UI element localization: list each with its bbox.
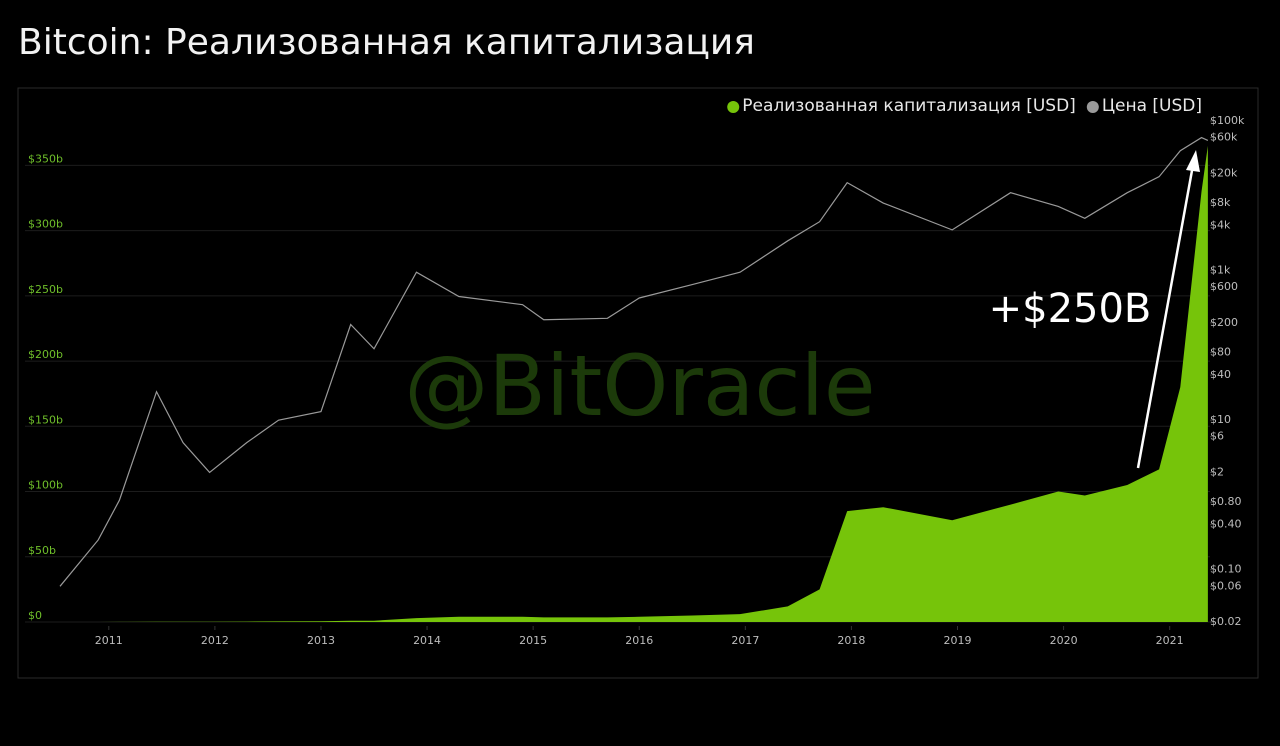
y2-tick-label: $100k bbox=[1210, 114, 1245, 127]
y-tick-label: $150b bbox=[28, 413, 63, 426]
annotation-arrowhead bbox=[1186, 150, 1200, 172]
y2-tick-label: $60k bbox=[1210, 131, 1238, 144]
annotation-arrow bbox=[1136, 164, 1195, 469]
y-tick-label: $200b bbox=[28, 348, 63, 361]
axes: $0 $50b $100b $150b $200b $250b $300b $350b $100… bbox=[28, 114, 1245, 647]
x-tick-label: 2016 bbox=[625, 634, 653, 647]
marks bbox=[59, 136, 1209, 622]
y2-tick-label: $20k bbox=[1210, 166, 1238, 179]
x-tick-label: 2019 bbox=[944, 634, 972, 647]
y-tick-label: $0 bbox=[28, 609, 42, 622]
y2-tick-label: $2 bbox=[1210, 465, 1224, 478]
legend-marker bbox=[1086, 101, 1099, 113]
y2-tick-label: $0.06 bbox=[1210, 579, 1242, 592]
line bbox=[59, 136, 1209, 587]
y-tick-label: $300b bbox=[28, 218, 63, 231]
x-tick-label: 2011 bbox=[95, 634, 123, 647]
y2-tick-label: $80 bbox=[1210, 346, 1231, 359]
y2-tick-label: $0.80 bbox=[1210, 495, 1242, 508]
chart-title: Bitcoin: Реализованная капитализация bbox=[18, 22, 755, 63]
legend-label: Цена [USD] bbox=[1102, 96, 1202, 116]
y2-tick-label: $200 bbox=[1210, 316, 1238, 329]
chart-frame bbox=[17, 87, 1259, 679]
x-tick-label: 2014 bbox=[413, 634, 441, 647]
x-tick-label: 2020 bbox=[1050, 634, 1078, 647]
legend-label: Реализованная капитализация [USD] bbox=[742, 96, 1076, 116]
annotation: +$250B bbox=[989, 286, 1152, 332]
x-tick-label: 2013 bbox=[307, 634, 335, 647]
area bbox=[60, 145, 1208, 622]
watermark: @BitOracle bbox=[404, 337, 875, 435]
x-tick-label: 2021 bbox=[1156, 634, 1184, 647]
y2-tick-label: $8k bbox=[1210, 196, 1231, 209]
y2-tick-label: $600 bbox=[1210, 280, 1238, 293]
y2-tick-label: $0.40 bbox=[1210, 518, 1242, 531]
y2-tick-label: $0.10 bbox=[1210, 563, 1242, 576]
x-tick-label: 2017 bbox=[731, 634, 759, 647]
x-tick-label: 2012 bbox=[201, 634, 229, 647]
y2-tick-label: $10 bbox=[1210, 413, 1231, 426]
y2-tick-label: $1k bbox=[1210, 264, 1231, 277]
y2-tick-label: $40 bbox=[1210, 368, 1231, 381]
y2-tick-label: $6 bbox=[1210, 430, 1224, 443]
legend-marker bbox=[727, 101, 740, 113]
x-tick-label: 2018 bbox=[837, 634, 865, 647]
y-tick-label: $250b bbox=[28, 283, 63, 296]
y2-tick-label: $4k bbox=[1210, 219, 1231, 232]
y-tick-label: $50b bbox=[28, 544, 56, 557]
y-tick-label: $100b bbox=[28, 479, 63, 492]
legend: Цена [USD] Реализованная капитализация [U… bbox=[727, 96, 1202, 116]
y2-tick-label: $0.02 bbox=[1210, 615, 1242, 628]
y-tick-label: $350b bbox=[28, 152, 63, 165]
x-tick-label: 2015 bbox=[519, 634, 547, 647]
